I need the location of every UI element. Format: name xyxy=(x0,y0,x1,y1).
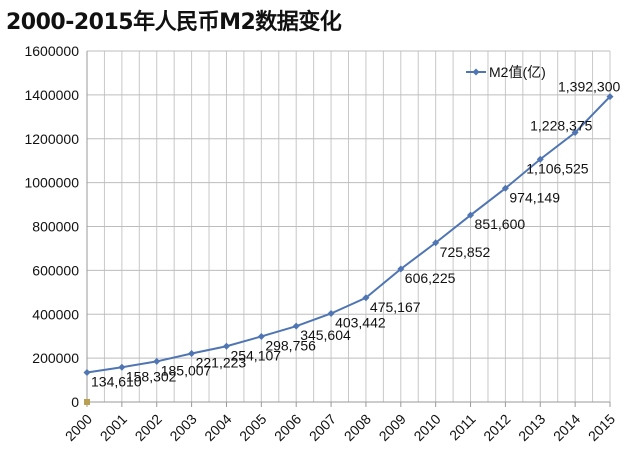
data-point xyxy=(536,155,544,163)
x-tick-label: 2004 xyxy=(201,411,234,444)
data-point xyxy=(118,363,126,371)
data-point xyxy=(571,129,579,137)
x-tick-label: 2011 xyxy=(446,411,479,444)
y-tick-label: 1600000 xyxy=(24,43,79,59)
x-tick-label: 2006 xyxy=(271,411,304,444)
x-tick-label: 2001 xyxy=(97,411,130,444)
series-line xyxy=(86,95,611,374)
x-tick-label: 2009 xyxy=(376,411,409,444)
x-tick-label: 2000 xyxy=(62,411,95,444)
y-tick-label: 800000 xyxy=(32,219,79,235)
data-label: 221,223 xyxy=(196,354,247,370)
x-tick-label: 2008 xyxy=(341,411,374,444)
y-tick-label: 200000 xyxy=(32,350,79,366)
y-tick-label: 1200000 xyxy=(24,131,79,147)
x-tick-label: 2013 xyxy=(515,411,548,444)
y-tick-label: 400000 xyxy=(32,306,79,322)
data-label: 851,600 xyxy=(475,216,526,232)
y-tick-label: 0 xyxy=(71,394,79,410)
data-label: 185,007 xyxy=(161,362,212,378)
data-point xyxy=(467,211,475,219)
data-point xyxy=(327,309,335,317)
data-label: 475,167 xyxy=(370,299,421,315)
x-tick-label: 2007 xyxy=(306,411,339,444)
chart-title: 2000-2015年人民币M2数据变化 xyxy=(6,10,342,35)
x-tick-label: 2012 xyxy=(480,411,513,444)
x-tick-label: 2003 xyxy=(166,411,199,444)
data-label: 974,149 xyxy=(509,189,560,205)
data-label: 1,392,300 xyxy=(558,79,620,95)
x-tick-label: 2015 xyxy=(585,411,618,444)
data-point xyxy=(222,342,230,350)
data-point xyxy=(606,93,614,101)
x-tick-label: 2010 xyxy=(410,411,443,444)
data-label: 606,225 xyxy=(405,270,456,286)
data-label: 254,107 xyxy=(230,347,281,363)
data-point xyxy=(188,349,196,357)
data-label: 134,610 xyxy=(91,373,142,389)
data-point xyxy=(83,368,91,376)
data-label: 725,852 xyxy=(440,244,491,260)
data-point xyxy=(153,357,161,365)
x-tick-label: 2002 xyxy=(132,411,165,444)
y-tick-label: 600000 xyxy=(32,262,79,278)
origin-marker xyxy=(84,399,90,405)
data-label: 345,604 xyxy=(300,327,351,343)
legend-marker xyxy=(472,68,480,76)
data-point xyxy=(292,322,300,330)
y-tick-label: 1000000 xyxy=(24,175,79,191)
y-tick-label: 1400000 xyxy=(24,87,79,103)
data-label: 298,756 xyxy=(265,337,316,353)
data-label: 1,228,375 xyxy=(530,118,592,134)
data-point xyxy=(362,294,370,302)
data-label: 1,106,525 xyxy=(526,160,588,176)
x-tick-label: 2014 xyxy=(550,411,583,444)
data-point xyxy=(397,265,405,273)
legend-label: M2值(亿) xyxy=(489,64,546,80)
data-point xyxy=(432,239,440,247)
data-point xyxy=(501,184,509,192)
data-point xyxy=(257,332,265,340)
data-label: 403,442 xyxy=(335,314,386,330)
x-tick-label: 2005 xyxy=(236,411,269,444)
data-label: 158,302 xyxy=(126,368,177,384)
